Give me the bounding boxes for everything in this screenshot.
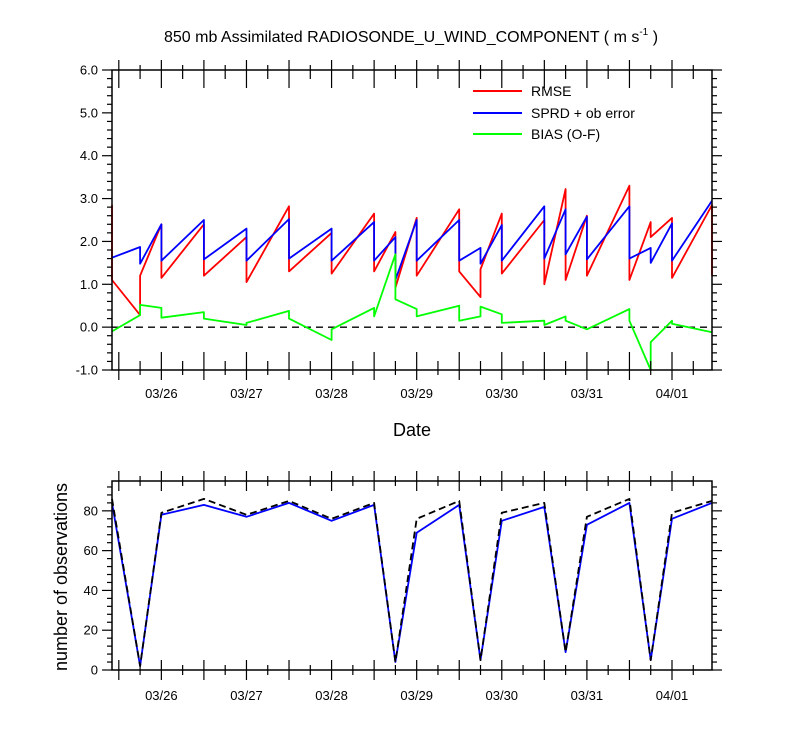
top-xtick-label: 03/31 xyxy=(571,386,604,401)
top-plot-frame xyxy=(111,69,713,371)
bottom-ticks-group: 0 20 40 60 80 03/26 03/27 03/28 03/29 03/30 03/31 0… xyxy=(84,471,722,703)
top-xtick-label: 03/28 xyxy=(315,386,348,401)
top-ytick-label: 2.0 xyxy=(80,234,98,249)
top-xtick-label: 03/29 xyxy=(400,386,433,401)
top-xtick-label: 03/30 xyxy=(486,386,519,401)
top-panel: -1.0 0.0 1.0 2.0 3.0 4.0 5.0 6.0 03/26 03/27 03/28… xyxy=(76,60,722,440)
top-ytick-label: 3.0 xyxy=(80,191,98,206)
bottom-series-line-0 xyxy=(111,501,713,667)
top-ytick-label: 4.0 xyxy=(80,148,98,163)
chart-title-units: ( m s xyxy=(604,29,640,46)
top-ticks-group: -1.0 0.0 1.0 2.0 3.0 4.0 5.0 6.0 03/26 03/27 03/28… xyxy=(76,60,722,401)
bottom-xtick-label: 03/26 xyxy=(145,688,178,703)
chart-title-close: ) xyxy=(648,29,658,46)
bottom-ytick-label: 60 xyxy=(84,543,98,558)
bottom-xtick-label: 04/01 xyxy=(656,688,689,703)
x-axis-title: Date xyxy=(393,420,431,440)
top-ytick-label: 0.0 xyxy=(80,320,98,335)
top-series-line-1 xyxy=(111,200,713,281)
chart-title: 850 mb Assimilated RADIOSONDE_U_WIND_COM… xyxy=(164,27,658,46)
legend-label-bias: BIAS (O-F) xyxy=(531,126,600,142)
top-ytick-label: 6.0 xyxy=(80,63,98,78)
bottom-ytick-label: 0 xyxy=(91,663,98,678)
bottom-xtick-label: 03/27 xyxy=(230,688,263,703)
legend: RMSE SPRD + ob error BIAS (O-F) xyxy=(473,83,635,142)
top-xtick-label: 03/27 xyxy=(230,386,263,401)
bottom-xtick-label: 03/29 xyxy=(400,688,433,703)
bottom-xtick-label: 03/31 xyxy=(571,688,604,703)
bottom-ytick-label: 80 xyxy=(84,503,98,518)
chart-title-text: 850 mb Assimilated RADIOSONDE_U_WIND_COM… xyxy=(164,29,600,46)
top-xtick-label: 04/01 xyxy=(656,386,689,401)
bottom-ytick-label: 20 xyxy=(84,623,98,638)
bottom-xtick-label: 03/30 xyxy=(486,688,519,703)
bottom-series-line-1 xyxy=(111,497,713,667)
top-series-line-2 xyxy=(111,253,713,371)
top-xtick-label: 03/26 xyxy=(145,386,178,401)
top-series-group xyxy=(111,184,713,371)
top-ytick-label: 5.0 xyxy=(80,105,98,120)
top-ytick-label: -1.0 xyxy=(76,363,98,378)
bottom-series-group xyxy=(111,497,713,667)
bottom-plot-frame xyxy=(111,480,713,671)
legend-label-rmse: RMSE xyxy=(531,83,571,99)
legend-label-sprd: SPRD + ob error xyxy=(531,105,635,121)
bottom-xtick-label: 03/28 xyxy=(315,688,348,703)
chart-title-sup: -1 xyxy=(639,27,648,38)
bottom-ytick-label: 40 xyxy=(84,583,98,598)
bottom-panel: 0 20 40 60 80 03/26 03/27 03/28 03/29 03/30 03/31 0… xyxy=(51,471,722,703)
top-ytick-label: 1.0 xyxy=(80,277,98,292)
top-series-line-0 xyxy=(111,184,713,317)
y-axis-title-observations: number of observations xyxy=(51,483,71,671)
